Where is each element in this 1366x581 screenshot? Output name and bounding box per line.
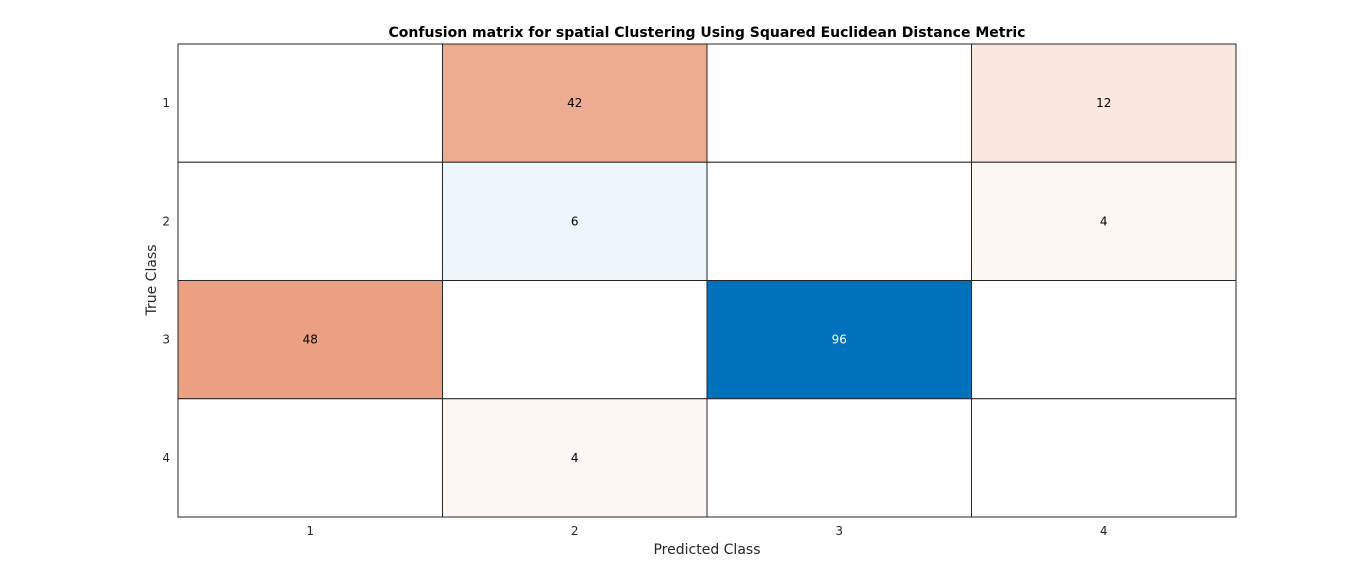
matrix-cell-r3-c1 (177, 280, 443, 400)
y-axis-label: True Class (144, 244, 160, 316)
matrix-cell-r4-c3 (706, 398, 972, 518)
x-tick-label: 1 (306, 524, 314, 538)
cell-value-label: 48 (303, 333, 318, 347)
x-tick-labels: 1 2 3 4 (306, 524, 1107, 538)
matrix-cell-r2-c4 (971, 161, 1237, 281)
plot-frame (177, 43, 1237, 518)
y-tick-label: 4 (162, 451, 170, 465)
x-tick-label: 3 (835, 524, 843, 538)
x-axis-label: Predicted Class (653, 542, 760, 558)
cell-value-label: 42 (567, 96, 582, 110)
matrix-cell-r2-c1 (177, 161, 443, 281)
matrix-cell-r1-c2 (442, 43, 708, 163)
y-tick-labels: 1 2 3 4 (162, 96, 170, 465)
matrix-cell-r2-c3 (706, 161, 972, 281)
y-tick-label: 1 (162, 96, 170, 110)
cell-value-label: 4 (1100, 214, 1108, 228)
matrix-cell-r4-c2 (442, 398, 708, 518)
matrix-cell-r1-c3 (706, 43, 972, 163)
y-tick-label: 2 (162, 214, 170, 228)
matrix-cell-r3-c4 (971, 280, 1237, 400)
matrix-cell-r2-c2 (442, 161, 708, 281)
cell-value-label: 96 (832, 333, 847, 347)
matrix-cell-r1-c1 (177, 43, 443, 163)
y-tick-label: 3 (162, 333, 170, 347)
matrix-cell-r4-c4 (971, 398, 1237, 518)
matrix-cell-r4-c1 (177, 398, 443, 518)
cell-value-label: 12 (1096, 96, 1111, 110)
cell-value-label: 6 (571, 214, 579, 228)
chart-title: Confusion matrix for spatial Clustering … (389, 25, 1026, 41)
matrix-cell-r3-c3 (706, 280, 972, 400)
cell-value-label: 4 (571, 451, 579, 465)
x-tick-label: 2 (571, 524, 579, 538)
x-tick-label: 4 (1100, 524, 1108, 538)
matrix-cell-r3-c2 (442, 280, 708, 400)
matrix-cells: 42 12 6 4 48 96 4 (177, 43, 1237, 518)
matrix-cell-r1-c4 (971, 43, 1237, 163)
